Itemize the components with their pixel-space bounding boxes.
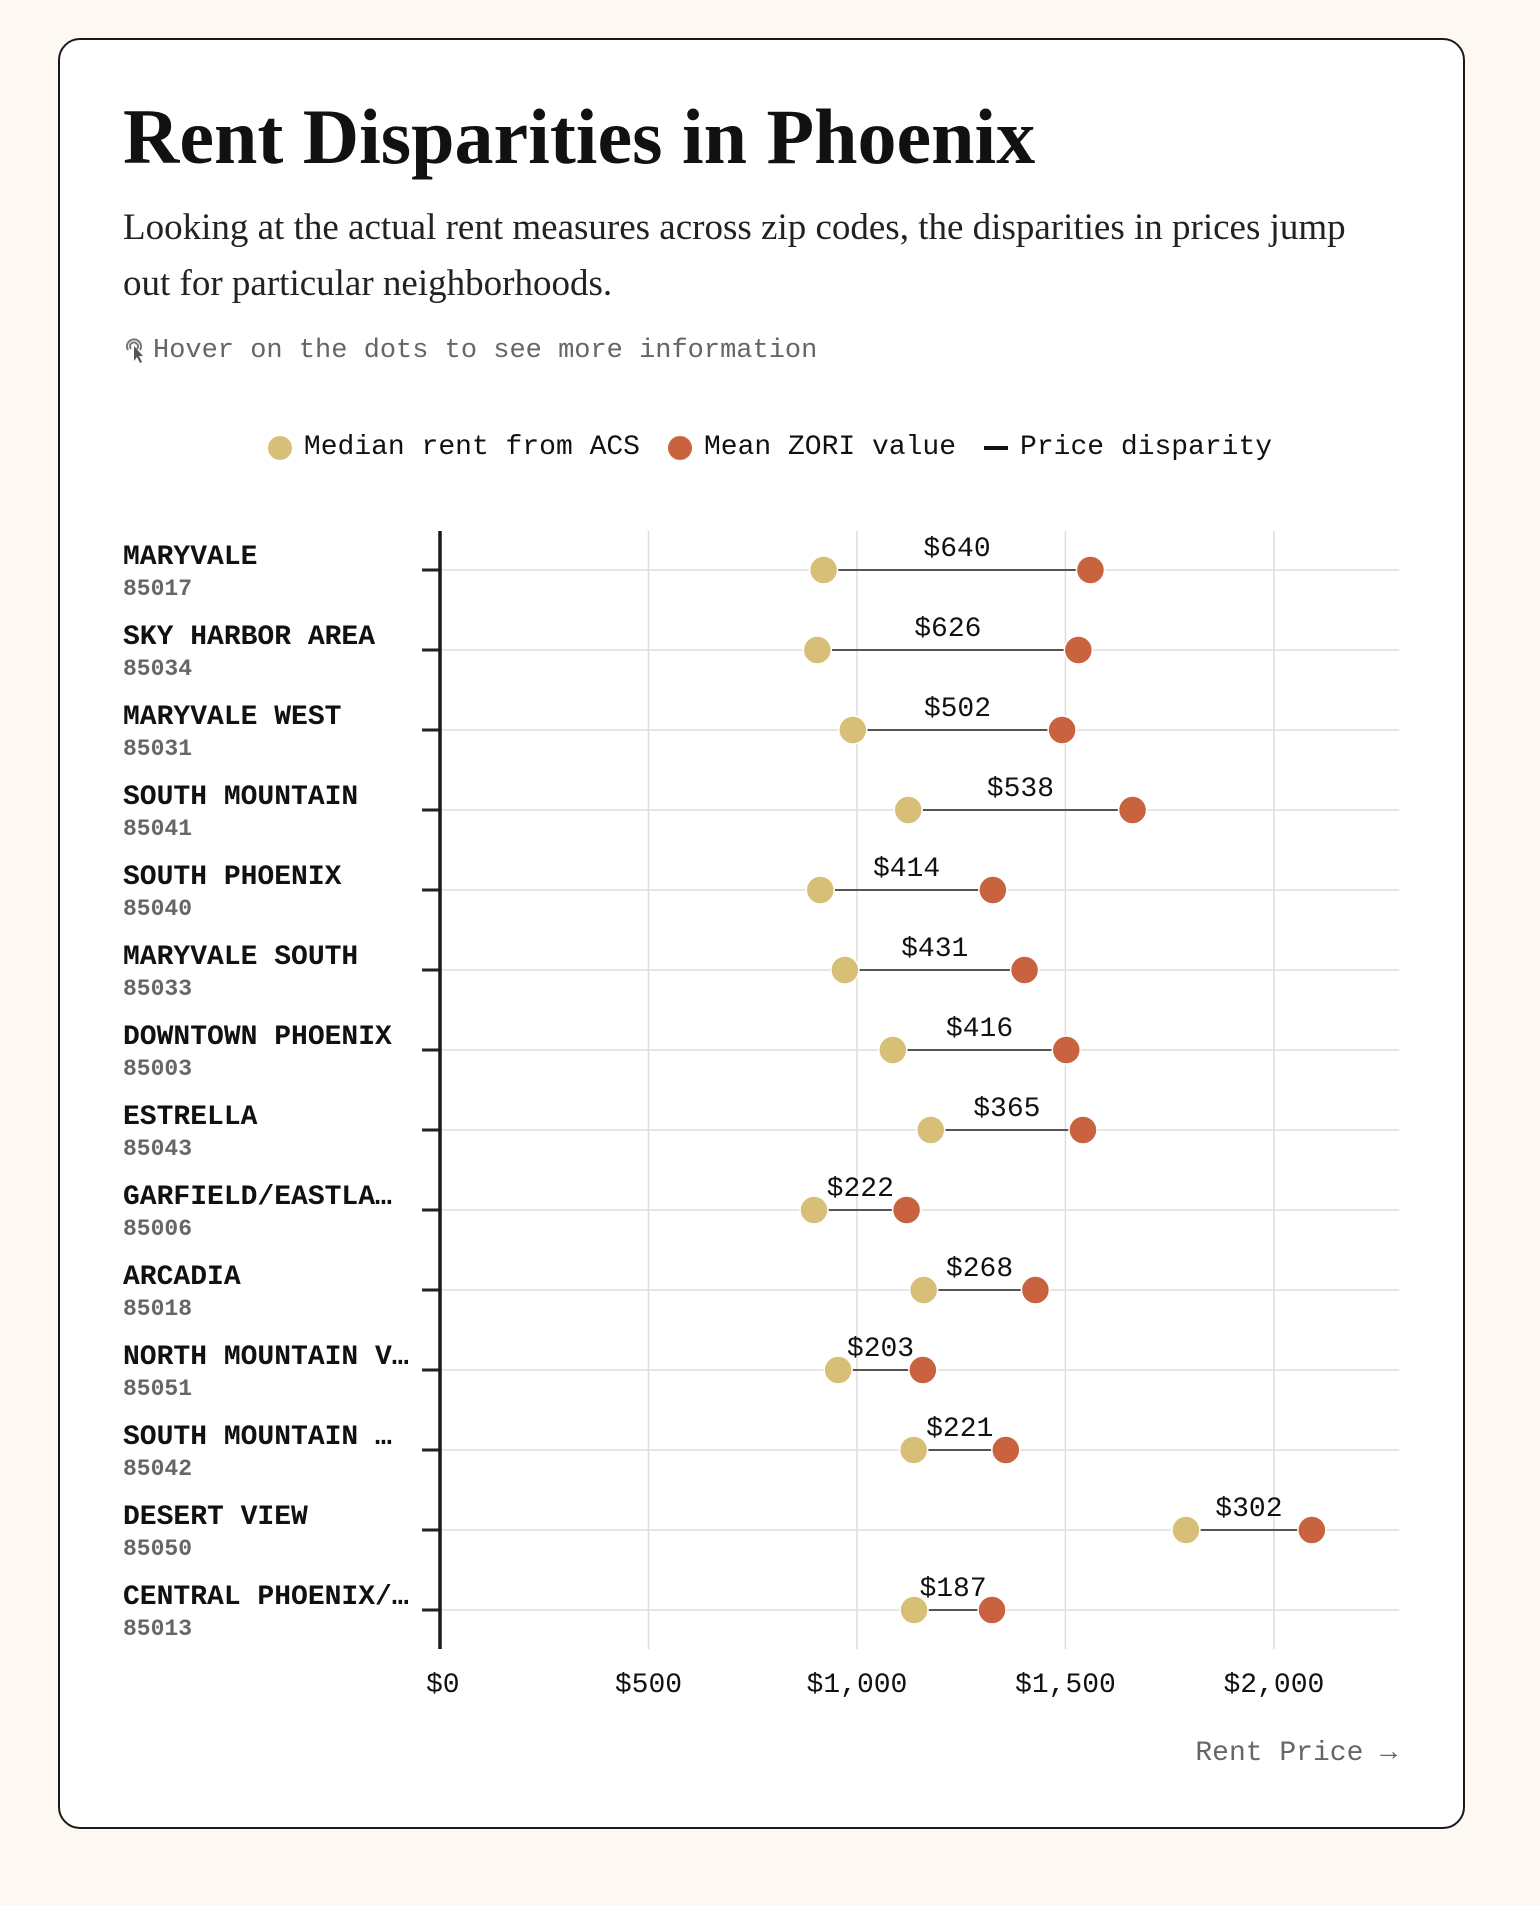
disparity-line-icon (984, 445, 1009, 450)
legend-item-disparity: Price disparity (984, 432, 1272, 463)
row-name-label: GARFIELD/EASTLA… (123, 1182, 392, 1213)
acs-dot-icon (267, 435, 292, 460)
page-subtitle: Looking at the actual rent measures acro… (123, 207, 1346, 304)
row-name-label: ESTRELLA (123, 1102, 258, 1133)
zori-dot[interactable] (1063, 635, 1094, 665)
row-zip-label: 85041 (123, 816, 192, 842)
row-zip-label: 85033 (123, 976, 192, 1002)
legend-item-zori: Mean ZORI value (667, 432, 957, 463)
acs-dot[interactable] (799, 1195, 829, 1225)
row-name-label: SOUTH MOUNTAIN … (123, 1422, 392, 1453)
acs-dot[interactable] (1171, 1515, 1201, 1545)
legend-label-disparity: Price disparity (1020, 432, 1273, 463)
legend-item-acs: Median rent from ACS (267, 432, 640, 463)
disparity-value-label: $203 (847, 1334, 914, 1365)
x-axis-label: Rent Price → (1195, 1738, 1397, 1769)
disparity-value-label: $538 (987, 774, 1054, 805)
row-name-label: MARYVALE SOUTH (123, 942, 358, 973)
row-name-label: NORTH MOUNTAIN V… (123, 1342, 409, 1373)
acs-dot[interactable] (893, 795, 923, 825)
row-zip-label: 85034 (123, 656, 192, 682)
acs-dot[interactable] (916, 1115, 946, 1145)
acs-dot[interactable] (838, 715, 868, 745)
zori-dot-icon (667, 435, 692, 460)
hover-hint-text: Hover on the dots to see more informatio… (153, 336, 818, 366)
acs-dot[interactable] (899, 1595, 929, 1625)
legend-label-acs: Median rent from ACS (303, 432, 640, 463)
zori-dot[interactable] (891, 1195, 922, 1225)
page-title: Rent Disparities in Phoenix (123, 93, 1036, 180)
row-name-label: SKY HARBOR AREA (123, 622, 375, 653)
acs-dot[interactable] (805, 875, 836, 905)
zori-dot[interactable] (1047, 715, 1077, 745)
acs-dot[interactable] (823, 1355, 853, 1385)
legend-label-zori: Mean ZORI value (703, 432, 957, 463)
row-name-label: CENTRAL PHOENIX/… (123, 1582, 409, 1613)
zori-dot[interactable] (991, 1435, 1021, 1465)
row-name-label: DOWNTOWN PHOENIX (123, 1022, 392, 1053)
x-tick-label: $2,000 (1223, 1670, 1324, 1701)
disparity-value-label: $502 (924, 694, 991, 725)
disparity-value-label: $221 (926, 1414, 993, 1445)
row-name-label: MARYVALE (123, 542, 257, 573)
row-zip-label: 85003 (123, 1056, 192, 1082)
disparity-value-label: $431 (901, 934, 968, 965)
x-tick-label: $1,500 (1015, 1670, 1116, 1701)
disparity-value-label: $416 (946, 1014, 1013, 1045)
row-zip-label: 85050 (123, 1536, 192, 1562)
x-tick-label: $500 (615, 1670, 682, 1701)
row-name-label: ARCADIA (123, 1262, 241, 1293)
acs-dot[interactable] (830, 955, 860, 985)
disparity-value-label: $414 (873, 854, 940, 885)
row-zip-label: 85018 (123, 1296, 192, 1322)
x-tick-label: $0 (426, 1670, 460, 1701)
disparity-value-label: $365 (973, 1094, 1040, 1125)
disparity-value-label: $268 (946, 1254, 1013, 1285)
row-name-label: SOUTH MOUNTAIN (123, 782, 358, 813)
row-zip-label: 85006 (123, 1216, 192, 1242)
zori-dot[interactable] (977, 1595, 1007, 1625)
pointer-click-icon (126, 338, 143, 363)
row-zip-label: 85031 (123, 736, 192, 762)
acs-dot[interactable] (908, 1275, 939, 1305)
zori-dot[interactable] (1009, 955, 1040, 985)
zori-dot[interactable] (1068, 1115, 1098, 1145)
disparity-value-label: $302 (1215, 1494, 1282, 1525)
acs-dot[interactable] (808, 555, 839, 585)
row-zip-label: 85017 (123, 576, 192, 602)
row-zip-label: 85040 (123, 896, 192, 922)
disparity-value-label: $640 (923, 534, 990, 565)
legend: Median rent from ACS Mean ZORI value Pri… (0, 432, 1540, 463)
row-name-label: DESERT VIEW (123, 1502, 308, 1533)
hover-hint: Hover on the dots to see more informatio… (123, 336, 817, 366)
zori-dot[interactable] (1117, 795, 1148, 825)
row-name-label: MARYVALE WEST (123, 702, 341, 733)
row-zip-label: 85042 (123, 1456, 192, 1482)
disparity-value-label: $222 (827, 1174, 894, 1205)
row-zip-label: 85043 (123, 1136, 192, 1162)
row-zip-label: 85013 (123, 1616, 192, 1642)
acs-dot[interactable] (898, 1435, 929, 1465)
acs-dot[interactable] (802, 635, 833, 665)
zori-dot[interactable] (1020, 1275, 1051, 1305)
zori-dot[interactable] (978, 875, 1008, 905)
row-name-label: SOUTH PHOENIX (123, 862, 342, 893)
disparity-value-label: $187 (919, 1574, 986, 1605)
acs-dot[interactable] (878, 1035, 908, 1065)
row-zip-label: 85051 (123, 1376, 192, 1402)
zori-dot[interactable] (1051, 1035, 1082, 1065)
x-tick-label: $1,000 (807, 1670, 908, 1701)
zori-dot[interactable] (908, 1355, 938, 1385)
zori-dot[interactable] (1075, 555, 1106, 585)
zori-dot[interactable] (1297, 1515, 1327, 1545)
disparity-value-label: $626 (914, 614, 981, 645)
